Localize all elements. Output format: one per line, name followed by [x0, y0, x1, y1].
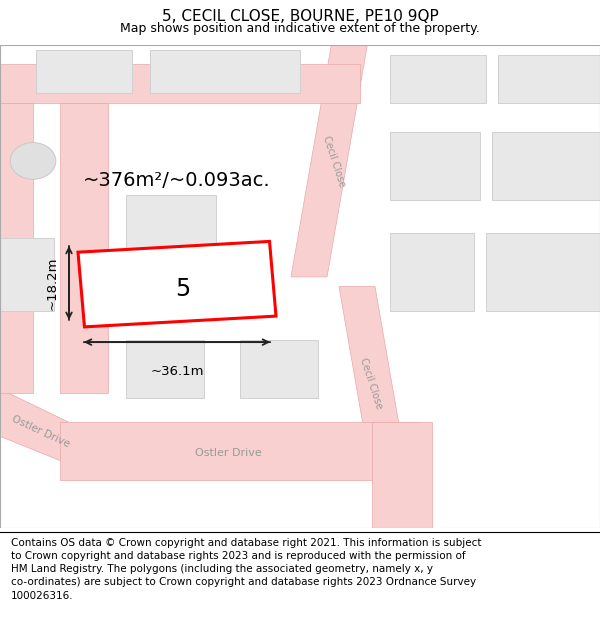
- Text: ~376m²/~0.093ac.: ~376m²/~0.093ac.: [83, 171, 271, 190]
- Bar: [36, 50, 132, 93]
- Polygon shape: [291, 36, 369, 277]
- Polygon shape: [0, 103, 33, 393]
- Text: ~18.2m: ~18.2m: [45, 256, 58, 310]
- Text: 5, CECIL CLOSE, BOURNE, PE10 9QP: 5, CECIL CLOSE, BOURNE, PE10 9QP: [161, 9, 439, 24]
- Circle shape: [10, 142, 56, 179]
- Bar: [150, 50, 300, 93]
- Bar: [492, 132, 600, 199]
- Bar: [240, 340, 318, 398]
- Bar: [498, 54, 600, 103]
- Bar: [486, 233, 600, 311]
- Text: 5: 5: [175, 277, 191, 301]
- Polygon shape: [0, 64, 360, 103]
- Bar: [126, 195, 216, 262]
- Text: ~36.1m: ~36.1m: [150, 365, 204, 378]
- Bar: [126, 340, 204, 398]
- Polygon shape: [0, 383, 108, 480]
- Polygon shape: [339, 286, 417, 528]
- Polygon shape: [372, 422, 432, 528]
- Polygon shape: [78, 241, 276, 327]
- Bar: [390, 54, 486, 103]
- Text: Cecil Close: Cecil Close: [321, 134, 347, 188]
- Polygon shape: [60, 422, 420, 480]
- Polygon shape: [60, 103, 108, 393]
- Text: Ostler Drive: Ostler Drive: [194, 448, 262, 458]
- Text: Ostler Drive: Ostler Drive: [10, 414, 71, 449]
- Text: Map shows position and indicative extent of the property.: Map shows position and indicative extent…: [120, 22, 480, 35]
- Text: Contains OS data © Crown copyright and database right 2021. This information is : Contains OS data © Crown copyright and d…: [11, 538, 481, 601]
- Bar: [390, 233, 474, 311]
- Bar: [390, 132, 480, 199]
- Bar: [0, 238, 54, 311]
- Text: Cecil Close: Cecil Close: [358, 356, 384, 410]
